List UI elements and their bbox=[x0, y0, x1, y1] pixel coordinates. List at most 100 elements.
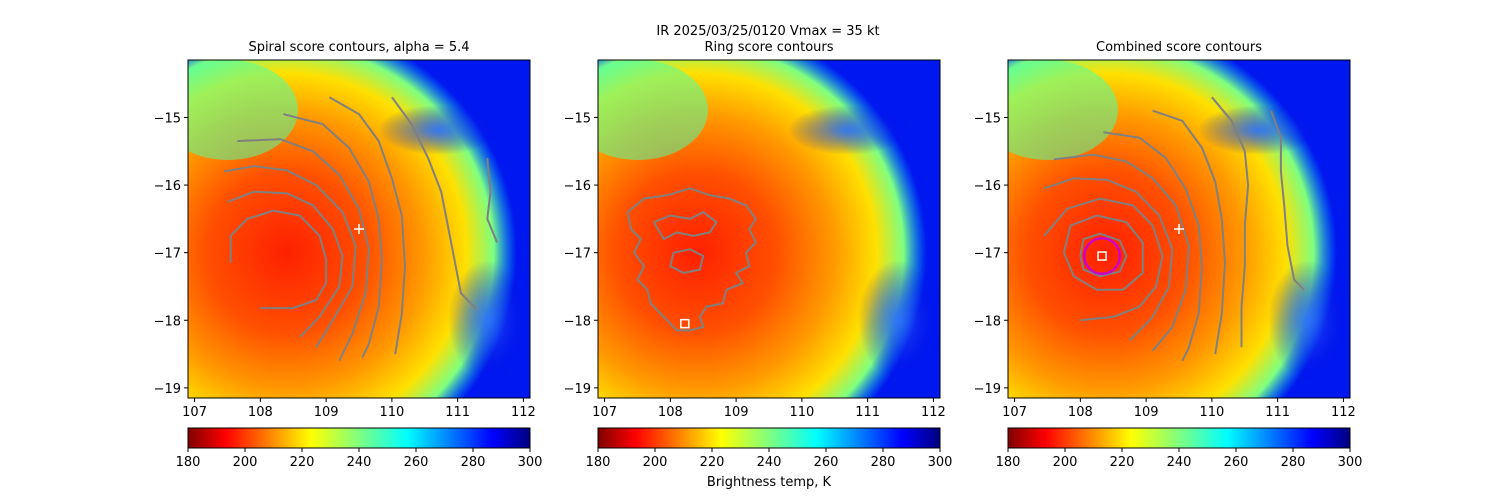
cloud-band bbox=[188, 60, 298, 160]
panel-ring: Ring score contours 107 108 109 110 111 112 −15… bbox=[564, 40, 953, 470]
axes-frame bbox=[1007, 59, 1351, 399]
x-tick-label: 109 bbox=[724, 405, 749, 420]
center-plus-marker bbox=[1174, 224, 1184, 234]
score-contour-line bbox=[1043, 177, 1174, 342]
cloud-streak bbox=[448, 260, 528, 380]
y-tick-label: −16 bbox=[564, 179, 591, 194]
colorbar-tick-label: 260 bbox=[1224, 455, 1249, 470]
axes-frame bbox=[597, 59, 941, 399]
x-tick-label: 107 bbox=[1002, 405, 1027, 420]
cloud-streak bbox=[1198, 105, 1318, 155]
cloud-band bbox=[1008, 60, 1118, 160]
score-contour-line bbox=[224, 165, 357, 348]
y-tick-label: −18 bbox=[564, 314, 591, 329]
cloud-streak bbox=[788, 105, 908, 155]
panel-title: Spiral score contours, alpha = 5.4 bbox=[248, 40, 469, 55]
score-contour-line bbox=[229, 209, 328, 310]
ir-image bbox=[598, 60, 940, 398]
y-tick-label: −19 bbox=[154, 382, 181, 397]
score-contour-line bbox=[653, 210, 718, 241]
score-contour-line bbox=[391, 96, 479, 311]
colorbar-tick-label: 220 bbox=[290, 455, 315, 470]
colorbar-tick-label: 300 bbox=[518, 455, 543, 470]
score-contours bbox=[224, 96, 499, 362]
y-tick-label: −19 bbox=[564, 382, 591, 397]
score-contours bbox=[1043, 96, 1305, 362]
score-contour-line bbox=[283, 113, 384, 358]
x-tick-label: 109 bbox=[314, 405, 339, 420]
center-square-marker bbox=[1097, 251, 1107, 261]
cloud-streak bbox=[858, 260, 938, 380]
score-contours bbox=[626, 187, 758, 332]
colorbar-tick-label: 180 bbox=[996, 455, 1021, 470]
score-contour-line bbox=[486, 157, 499, 243]
x-tick-label: 112 bbox=[1331, 405, 1356, 420]
x-tick-label: 108 bbox=[658, 405, 683, 420]
colorbar-tick-label: 200 bbox=[233, 455, 258, 470]
score-contour-line bbox=[328, 96, 407, 355]
score-contour-line bbox=[1079, 232, 1128, 278]
colorbar-tick-label: 220 bbox=[700, 455, 725, 470]
score-contour-line bbox=[227, 190, 344, 338]
colorbar-tick-label: 180 bbox=[176, 455, 201, 470]
center-square-marker bbox=[680, 318, 690, 329]
x-tick-label: 108 bbox=[1068, 405, 1093, 420]
panel-spiral: Spiral score contours, alpha = 5.4 107 108… bbox=[154, 40, 543, 470]
score-contour-line bbox=[1103, 131, 1204, 362]
ring-circle-marker bbox=[1083, 237, 1122, 276]
score-contour-line bbox=[1211, 96, 1250, 348]
y-tick-label: −15 bbox=[564, 111, 591, 126]
y-tick-label: −15 bbox=[154, 111, 181, 126]
score-contour-line bbox=[1152, 109, 1227, 355]
colorbar-tick-label: 200 bbox=[1053, 455, 1078, 470]
ir-image bbox=[188, 60, 530, 398]
y-tick-label: −17 bbox=[974, 247, 1001, 262]
score-contour-line bbox=[669, 248, 705, 274]
x-tick-label: 111 bbox=[445, 405, 470, 420]
score-contour-line bbox=[1270, 110, 1305, 291]
colorbar-tick-label: 240 bbox=[347, 455, 372, 470]
figure-suptitle: IR 2025/03/25/0120 Vmax = 35 kt bbox=[656, 24, 879, 39]
colorbar-tick-label: 300 bbox=[1338, 455, 1363, 470]
x-tick-label: 111 bbox=[855, 405, 880, 420]
score-contour-line bbox=[1053, 153, 1190, 352]
score-contour-line bbox=[626, 187, 758, 332]
y-tick-label: −17 bbox=[154, 247, 181, 262]
score-contour-line bbox=[1043, 197, 1164, 322]
colorbar-tick-label: 280 bbox=[461, 455, 486, 470]
panel-combined: Combined score contours 107 108 109 110 111 11… bbox=[974, 40, 1363, 470]
x-tick-label: 110 bbox=[379, 405, 404, 420]
x-tick-label: 112 bbox=[921, 405, 946, 420]
colorbar-tick-label: 240 bbox=[757, 455, 782, 470]
colorbar-tick-label: 180 bbox=[586, 455, 611, 470]
x-tick-label: 109 bbox=[1134, 405, 1159, 420]
score-contour-line bbox=[237, 138, 370, 362]
y-tick-label: −18 bbox=[974, 314, 1001, 329]
x-tick-label: 111 bbox=[1265, 405, 1290, 420]
y-tick-label: −16 bbox=[154, 179, 181, 194]
x-tick-label: 107 bbox=[182, 405, 207, 420]
center-plus-marker bbox=[354, 224, 364, 234]
y-tick-label: −16 bbox=[974, 179, 1001, 194]
colorbar bbox=[1007, 427, 1351, 449]
y-tick-label: −17 bbox=[564, 247, 591, 262]
y-tick-label: −18 bbox=[154, 314, 181, 329]
colorbar-tick-label: 280 bbox=[1281, 455, 1306, 470]
cloud-streak bbox=[1268, 260, 1348, 380]
panel-title: Ring score contours bbox=[704, 40, 833, 55]
colorbar-tick-label: 260 bbox=[814, 455, 839, 470]
colorbar-tick-label: 300 bbox=[928, 455, 953, 470]
colorbar bbox=[187, 427, 531, 449]
axes-frame bbox=[187, 59, 531, 399]
x-tick-label: 112 bbox=[511, 405, 536, 420]
y-tick-label: −19 bbox=[974, 382, 1001, 397]
x-tick-label: 110 bbox=[789, 405, 814, 420]
y-tick-label: −15 bbox=[974, 111, 1001, 126]
x-tick-label: 107 bbox=[592, 405, 617, 420]
colorbar-tick-label: 280 bbox=[871, 455, 896, 470]
colorbar-tick-label: 240 bbox=[1167, 455, 1192, 470]
colorbar-tick-label: 220 bbox=[1110, 455, 1135, 470]
x-tick-label: 108 bbox=[248, 405, 273, 420]
colorbar-tick-label: 200 bbox=[643, 455, 668, 470]
